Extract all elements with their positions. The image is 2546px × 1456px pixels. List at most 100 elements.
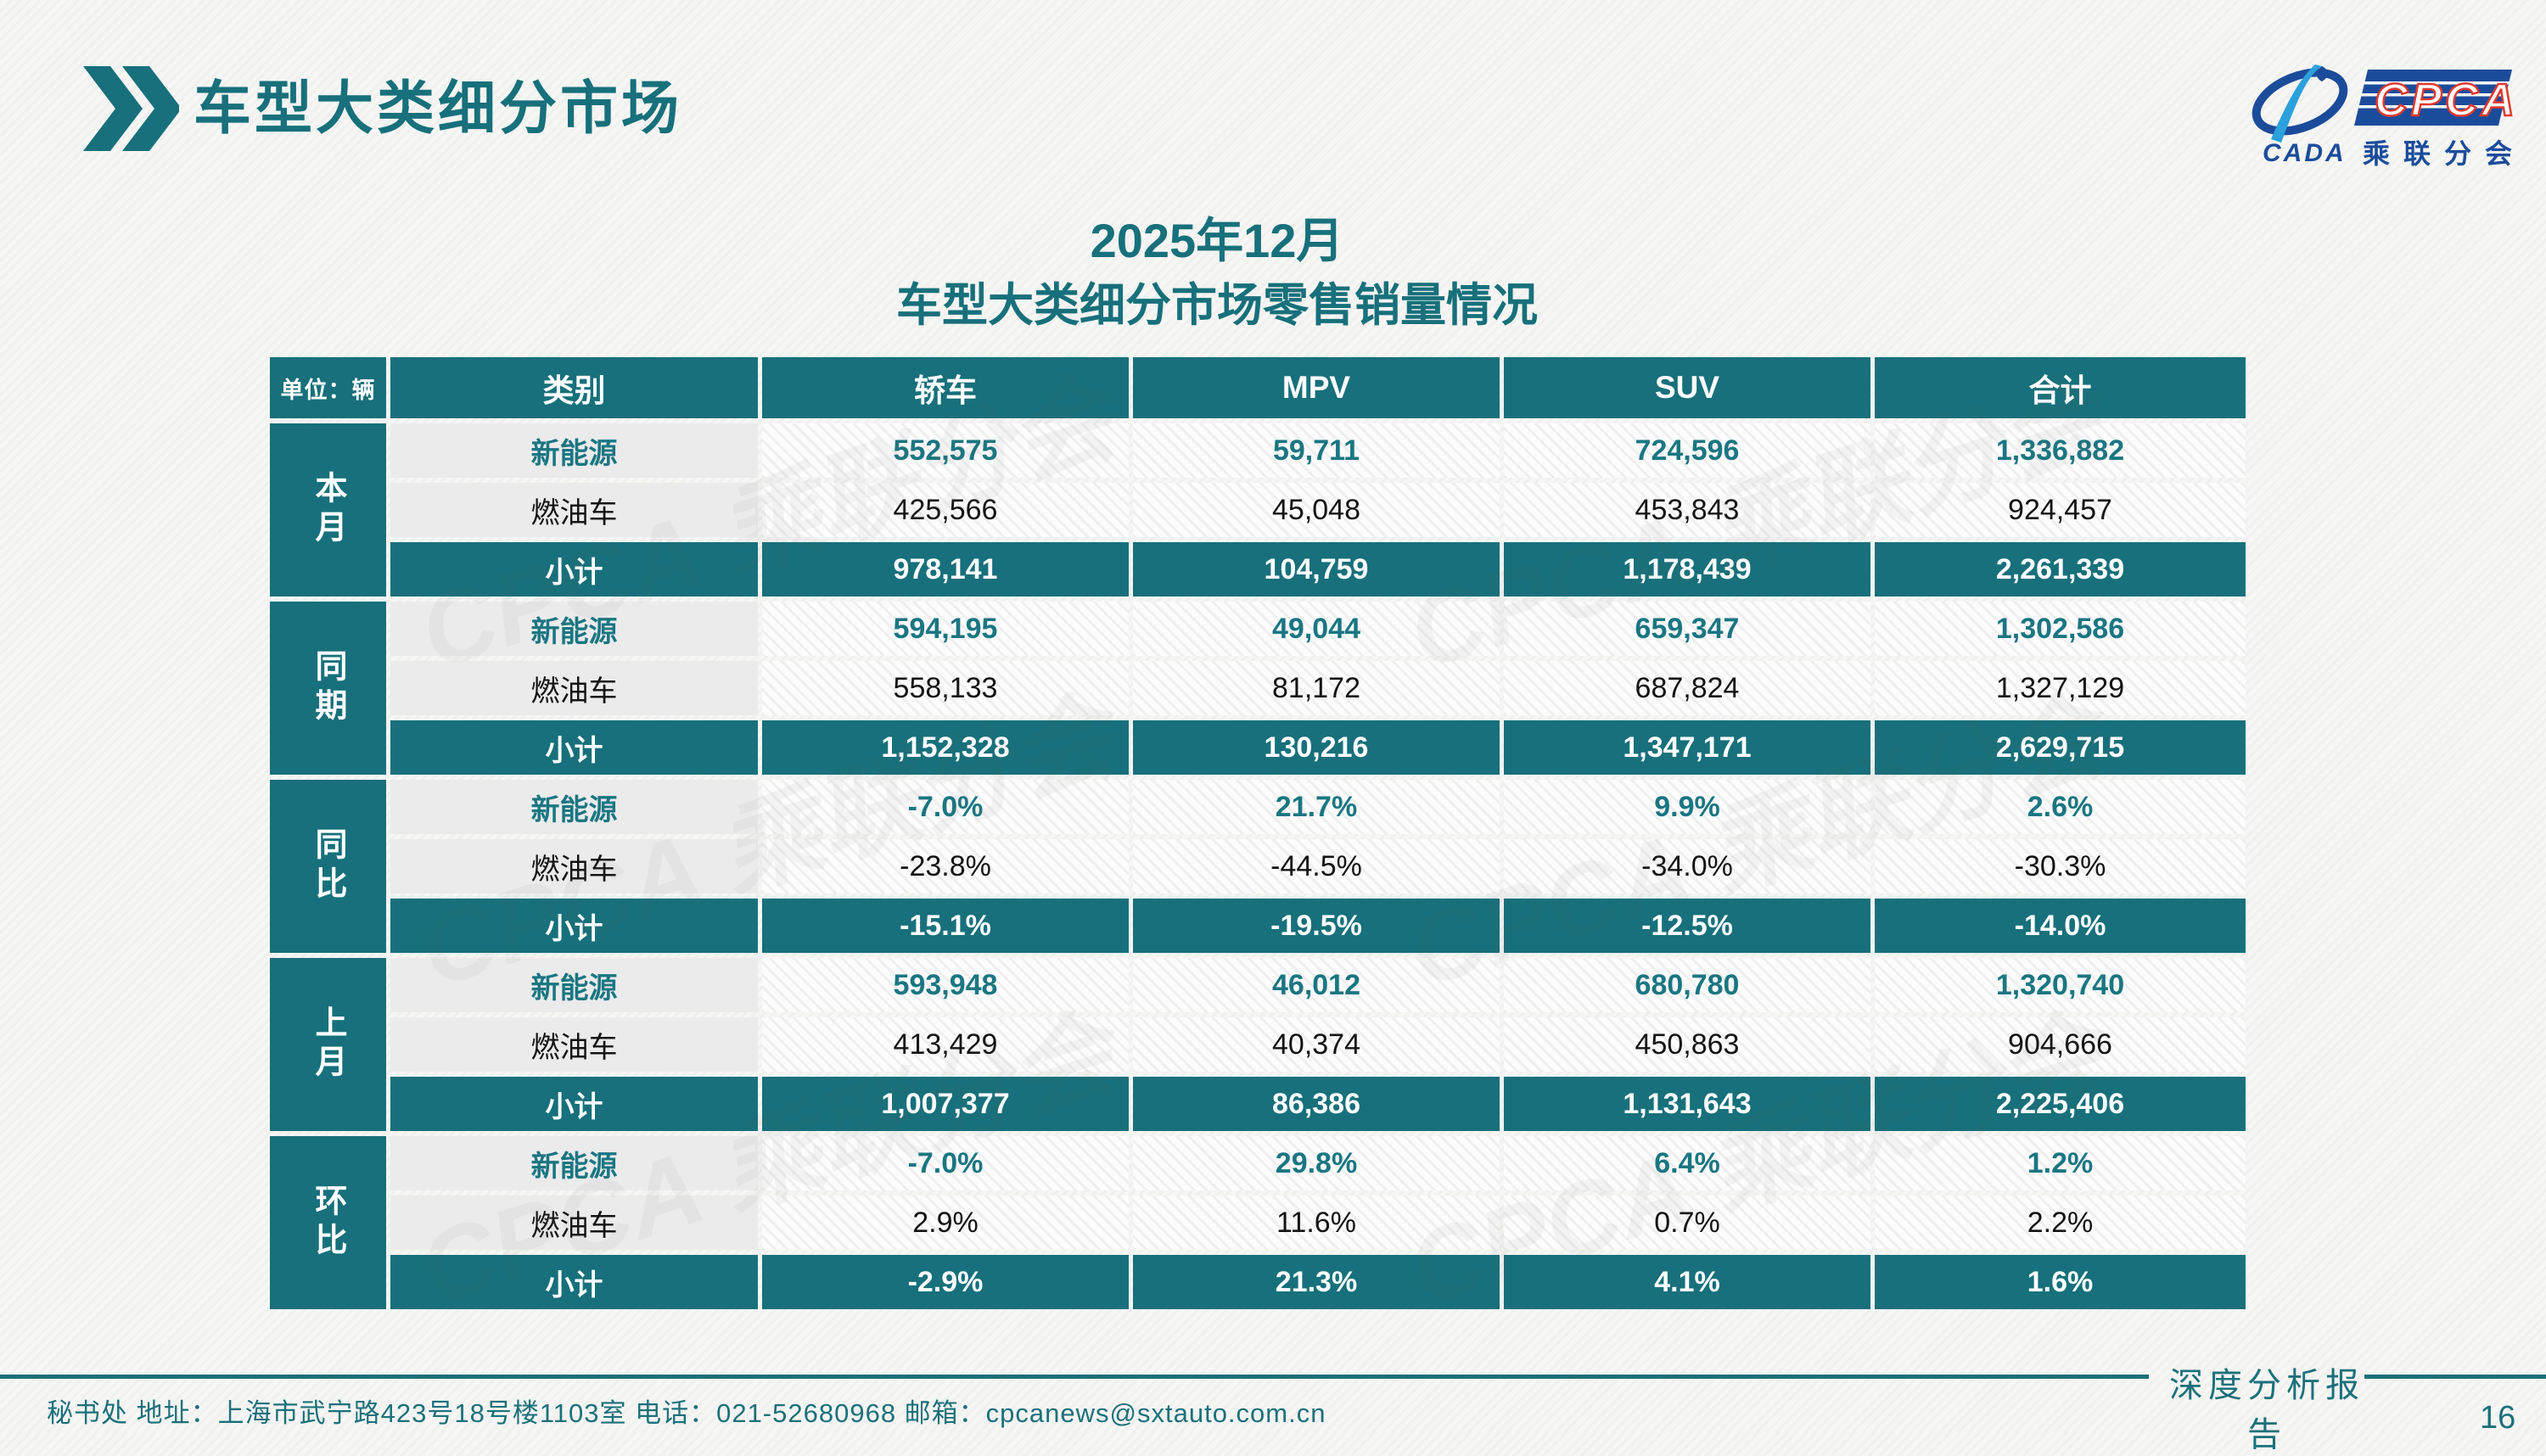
col-header-mpv: MPV <box>1133 357 1500 418</box>
cell-value: -2.9% <box>762 1255 1129 1309</box>
table-title-line2: 车型大类细分市场零售销量情况 <box>896 280 1538 331</box>
row-category: 新能源 <box>390 602 758 656</box>
group-label-yoy: 同比 <box>270 780 386 953</box>
table-title-line1: 2025年12月 <box>1090 214 1344 267</box>
double-chevron-icon <box>83 66 179 151</box>
cell-value: 680,780 <box>1504 958 1870 1012</box>
cell-value: 1.6% <box>1875 1255 2246 1309</box>
group-label-same-period: 同期 <box>270 602 386 775</box>
cell-value: -7.0% <box>762 780 1129 834</box>
cell-value: 81,172 <box>1133 661 1500 715</box>
cell-value: 453,843 <box>1504 483 1870 537</box>
cell-value: 450,863 <box>1504 1017 1870 1072</box>
cell-value: 2.6% <box>1875 780 2246 834</box>
cell-value: 49,044 <box>1133 602 1500 656</box>
cell-value: 659,347 <box>1504 602 1870 656</box>
cell-value: 413,429 <box>762 1017 1129 1072</box>
row-category: 新能源 <box>390 780 758 834</box>
cell-value: 1,007,377 <box>762 1077 1129 1131</box>
cell-value: 104,759 <box>1133 542 1500 596</box>
row-category: 新能源 <box>390 423 758 478</box>
cell-value: 1,152,328 <box>762 720 1129 775</box>
footer-divider <box>0 1375 2149 1379</box>
cell-value: 21.3% <box>1133 1255 1500 1309</box>
group-label-last-month: 上月 <box>270 958 386 1131</box>
cell-value: 130,216 <box>1133 720 1500 775</box>
cell-value: 593,948 <box>762 958 1129 1012</box>
cell-value: 46,012 <box>1133 958 1500 1012</box>
cell-value: 687,824 <box>1504 661 1870 715</box>
cell-value: 924,457 <box>1875 483 2246 537</box>
cell-value: -19.5% <box>1133 899 1500 953</box>
row-category: 新能源 <box>390 958 758 1012</box>
row-category: 燃油车 <box>390 483 758 537</box>
cell-value: 425,566 <box>762 483 1129 537</box>
cell-value: 2.9% <box>762 1196 1129 1250</box>
cell-value: 1,320,740 <box>1875 958 2246 1012</box>
cell-value: 1,347,171 <box>1504 720 1870 775</box>
row-category-subtotal: 小计 <box>390 1255 758 1309</box>
row-category: 燃油车 <box>390 839 758 893</box>
cell-value: 1,336,882 <box>1875 423 2246 478</box>
cell-value: 45,048 <box>1133 483 1500 537</box>
cell-value: 594,195 <box>762 602 1129 656</box>
cell-value: 978,141 <box>762 542 1129 596</box>
cell-value: 40,374 <box>1133 1017 1500 1072</box>
row-category-subtotal: 小计 <box>390 899 758 953</box>
cell-value: 29.8% <box>1133 1136 1500 1190</box>
col-header-category: 类别 <box>390 357 758 418</box>
cell-value: -15.1% <box>762 899 1129 953</box>
cell-value: 1,327,129 <box>1875 661 2246 715</box>
cell-value: 21.7% <box>1133 780 1500 834</box>
col-header-suv: SUV <box>1504 357 1870 418</box>
row-category-subtotal: 小计 <box>390 542 758 596</box>
row-category: 燃油车 <box>390 1196 758 1250</box>
cell-value: -14.0% <box>1875 899 2246 953</box>
cell-value: 86,386 <box>1133 1077 1500 1131</box>
row-category: 燃油车 <box>390 1017 758 1072</box>
cell-value: -7.0% <box>762 1136 1129 1190</box>
footer-contact-info: 秘书处 地址：上海市武宁路423号18号楼1103室 电话：021-526809… <box>47 1398 1326 1428</box>
cell-value: 558,133 <box>762 661 1129 715</box>
row-category-subtotal: 小计 <box>390 1077 758 1131</box>
sales-table: 单位：辆 类别 轿车 MPV SUV 合计 本月 新能源 552,575 59,… <box>270 357 2246 1309</box>
cell-value: 2,261,339 <box>1875 542 2246 596</box>
cell-value: -30.3% <box>1875 839 2246 893</box>
col-header-total: 合计 <box>1875 357 2246 418</box>
cell-value: 2.2% <box>1875 1196 2246 1250</box>
cell-value: 59,711 <box>1133 423 1500 478</box>
table-title: 2025年12月 车型大类细分市场零售销量情况 <box>229 209 2205 338</box>
cell-value: 9.9% <box>1504 780 1870 834</box>
row-category-subtotal: 小计 <box>390 720 758 775</box>
row-category: 燃油车 <box>390 661 758 715</box>
cell-value: 1,131,643 <box>1504 1077 1870 1131</box>
cell-value: 724,596 <box>1504 423 1870 478</box>
cpca-logo: CADA CPCA 乘联分会 <box>2252 64 2519 169</box>
cell-value: 904,666 <box>1875 1017 2246 1072</box>
cpca-text: CPCA <box>2375 75 2518 126</box>
cell-value: 0.7% <box>1504 1196 1870 1250</box>
report-type-label: 深度分析报告 <box>2169 1366 2364 1453</box>
cell-value: 552,575 <box>762 423 1129 478</box>
cpca-subtitle: 乘联分会 <box>2363 138 2519 169</box>
cada-text: CADA <box>2263 139 2347 167</box>
cell-value: 1.2% <box>1875 1136 2246 1190</box>
cpca-mark: CPCA 乘联分会 <box>2354 70 2519 169</box>
cell-value: 1,302,586 <box>1875 602 2246 656</box>
cell-value: -12.5% <box>1504 899 1870 953</box>
cell-value: 1,178,439 <box>1504 542 1870 596</box>
cada-mark: CADA <box>2252 64 2348 167</box>
cell-value: -23.8% <box>762 839 1129 893</box>
col-header-sedan: 轿车 <box>762 357 1129 418</box>
unit-label: 单位：辆 <box>270 357 386 418</box>
group-label-current-month: 本月 <box>270 423 386 596</box>
row-category: 新能源 <box>390 1136 758 1190</box>
page-title: 车型大类细分市场 <box>193 76 683 141</box>
cell-value: 11.6% <box>1133 1196 1500 1250</box>
cell-value: 6.4% <box>1504 1136 1870 1190</box>
cell-value: 4.1% <box>1504 1255 1870 1309</box>
cell-value: -34.0% <box>1504 839 1870 893</box>
cell-value: -44.5% <box>1133 839 1500 893</box>
cell-value: 2,629,715 <box>1875 720 2246 775</box>
footer-divider-right <box>2364 1375 2546 1379</box>
